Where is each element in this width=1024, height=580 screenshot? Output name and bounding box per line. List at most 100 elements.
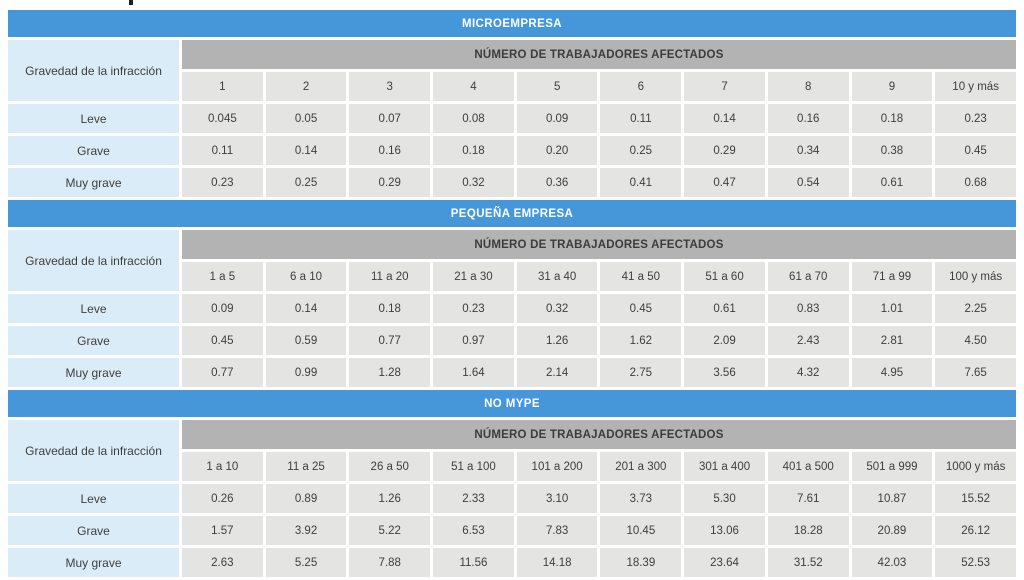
col-header-cell: 71 a 99: [851, 262, 933, 291]
value-cell: 18.39: [600, 548, 682, 577]
cropped-text-artifact: [129, 0, 133, 5]
col-header-cell: 51 a 60: [684, 262, 765, 291]
value-cell: 0.89: [265, 484, 347, 513]
fines-table-no-mype: Gravedad de la infracción NÚMERO DE TRAB…: [8, 420, 1016, 577]
value-cell: 4.50: [935, 326, 1016, 355]
value-cell: 0.25: [265, 168, 347, 197]
value-cell: 3.92: [265, 516, 347, 545]
col-header-cell: 31 a 40: [516, 262, 598, 291]
col-header-cell: 26 a 50: [349, 452, 431, 481]
value-cell: 0.16: [349, 136, 431, 165]
col-header-cell: 41 a 50: [600, 262, 682, 291]
section-title: PEQUEÑA EMPRESA: [450, 207, 574, 220]
value-cell: 0.11: [182, 136, 263, 165]
value-cell: 11.56: [433, 548, 514, 577]
col-header-cell: 8: [767, 72, 849, 101]
col-header-cell: 51 a 100: [433, 452, 514, 481]
value-cell: 5.22: [349, 516, 431, 545]
value-cell: 0.41: [600, 168, 682, 197]
col-header-cell: 5: [516, 72, 598, 101]
col-header-cell: 61 a 70: [767, 262, 849, 291]
value-cell: 0.26: [182, 484, 263, 513]
value-cell: 2.14: [516, 358, 598, 387]
value-cell: 4.32: [767, 358, 849, 387]
col-header-cell: 401 a 500: [767, 452, 849, 481]
row-label-cell: Grave: [8, 516, 179, 545]
value-cell: 0.23: [182, 168, 263, 197]
value-cell: 2.63: [182, 548, 263, 577]
col-header-cell: 1 a 10: [182, 452, 263, 481]
value-cell: 0.97: [433, 326, 514, 355]
value-cell: 0.14: [265, 294, 347, 323]
value-cell: 0.05: [265, 104, 347, 133]
col-header-cell: 11 a 20: [349, 262, 431, 291]
value-cell: 0.16: [767, 104, 849, 133]
section-title-bar: PEQUEÑA EMPRESA: [8, 200, 1016, 227]
value-cell: 0.68: [935, 168, 1016, 197]
value-cell: 0.61: [684, 294, 765, 323]
value-cell: 0.29: [684, 136, 765, 165]
value-cell: 0.29: [349, 168, 431, 197]
col-header-cell: 21 a 30: [433, 262, 514, 291]
col-header-cell: 501 a 999: [851, 452, 933, 481]
col-header-cell: 9: [851, 72, 933, 101]
value-cell: 0.08: [433, 104, 514, 133]
value-cell: 7.65: [935, 358, 1016, 387]
value-cell: 0.77: [182, 358, 263, 387]
col-header-cell: 11 a 25: [265, 452, 347, 481]
row-label-cell: Leve: [8, 104, 179, 133]
value-cell: 14.18: [516, 548, 598, 577]
value-cell: 0.09: [516, 104, 598, 133]
col-header-cell: 100 y más: [935, 262, 1016, 291]
value-cell: 3.56: [684, 358, 765, 387]
row-label-cell: Muy grave: [8, 168, 179, 197]
value-cell: 0.07: [349, 104, 431, 133]
value-cell: 2.43: [767, 326, 849, 355]
gravedad-header-cell: Gravedad de la infracción: [8, 40, 179, 101]
value-cell: 5.30: [684, 484, 765, 513]
value-cell: 1.57: [182, 516, 263, 545]
value-cell: 18.28: [767, 516, 849, 545]
value-cell: 0.18: [349, 294, 431, 323]
value-cell: 2.09: [684, 326, 765, 355]
value-cell: 26.12: [935, 516, 1016, 545]
value-cell: 7.61: [767, 484, 849, 513]
value-cell: 0.14: [265, 136, 347, 165]
section-microempresa: MICROEMPRESA Gravedad de la infracción N…: [8, 10, 1016, 197]
fines-table-microempresa: Gravedad de la infracción NÚMERO DE TRAB…: [8, 40, 1016, 197]
gravedad-header-cell: Gravedad de la infracción: [8, 420, 179, 481]
gravedad-header-cell: Gravedad de la infracción: [8, 230, 179, 291]
value-cell: 4.95: [851, 358, 933, 387]
section-pequena-empresa: PEQUEÑA EMPRESA Gravedad de la infracció…: [8, 200, 1016, 387]
row-label-cell: Muy grave: [8, 358, 179, 387]
value-cell: 0.45: [935, 136, 1016, 165]
value-cell: 13.06: [684, 516, 765, 545]
value-cell: 3.73: [600, 484, 682, 513]
value-cell: 2.75: [600, 358, 682, 387]
col-header-cell: 201 a 300: [600, 452, 682, 481]
value-cell: 1.26: [349, 484, 431, 513]
row-label-cell: Grave: [8, 136, 179, 165]
value-cell: 0.36: [516, 168, 598, 197]
value-cell: 1.01: [851, 294, 933, 323]
value-cell: 0.18: [851, 104, 933, 133]
row-label-cell: Leve: [8, 484, 179, 513]
col-header-cell: 6: [600, 72, 682, 101]
value-cell: 0.34: [767, 136, 849, 165]
value-cell: 23.64: [684, 548, 765, 577]
value-cell: 31.52: [767, 548, 849, 577]
col-header-cell: 7: [684, 72, 765, 101]
row-label-cell: Muy grave: [8, 548, 179, 577]
value-cell: 2.81: [851, 326, 933, 355]
value-cell: 5.25: [265, 548, 347, 577]
row-label-cell: Leve: [8, 294, 179, 323]
fines-table-pequena-empresa: Gravedad de la infracción NÚMERO DE TRAB…: [8, 230, 1016, 387]
value-cell: 0.23: [433, 294, 514, 323]
value-cell: 10.87: [851, 484, 933, 513]
row-label-cell: Grave: [8, 326, 179, 355]
value-cell: 0.61: [851, 168, 933, 197]
value-cell: 0.18: [433, 136, 514, 165]
col-header-cell: 4: [433, 72, 514, 101]
workers-band-cell: NÚMERO DE TRABAJADORES AFECTADOS: [182, 40, 1016, 69]
value-cell: 0.99: [265, 358, 347, 387]
